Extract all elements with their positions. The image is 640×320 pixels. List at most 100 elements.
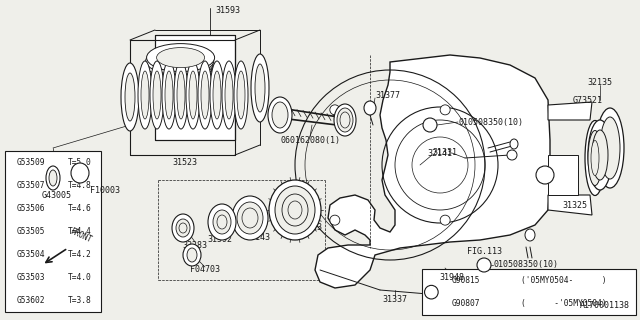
Ellipse shape — [237, 71, 245, 119]
Ellipse shape — [157, 48, 205, 68]
Polygon shape — [155, 35, 235, 140]
Ellipse shape — [588, 120, 612, 190]
Ellipse shape — [213, 71, 221, 119]
Ellipse shape — [282, 194, 308, 226]
Ellipse shape — [152, 64, 200, 84]
Ellipse shape — [151, 70, 199, 90]
Circle shape — [440, 105, 450, 115]
Ellipse shape — [269, 180, 321, 240]
Ellipse shape — [189, 71, 197, 119]
Text: FRONT: FRONT — [68, 227, 93, 245]
Circle shape — [536, 166, 554, 184]
Text: FIG.113: FIG.113 — [467, 247, 502, 257]
Text: 33143: 33143 — [246, 234, 271, 243]
Text: B: B — [428, 123, 432, 127]
Ellipse shape — [222, 61, 236, 129]
Text: 31592: 31592 — [207, 236, 232, 244]
Ellipse shape — [155, 54, 203, 74]
Circle shape — [330, 105, 340, 115]
Text: 33283: 33283 — [182, 241, 207, 250]
Ellipse shape — [234, 61, 248, 129]
Ellipse shape — [272, 102, 288, 128]
Text: B: B — [482, 262, 486, 268]
Text: 31948: 31948 — [440, 274, 465, 283]
Ellipse shape — [525, 229, 535, 241]
Ellipse shape — [176, 219, 190, 237]
Text: G53506: G53506 — [17, 204, 45, 213]
Ellipse shape — [242, 208, 258, 228]
Ellipse shape — [225, 71, 233, 119]
Text: T=4.2: T=4.2 — [67, 250, 92, 259]
Ellipse shape — [49, 170, 57, 186]
Ellipse shape — [177, 71, 185, 119]
Text: G53507: G53507 — [17, 181, 45, 190]
Ellipse shape — [288, 201, 302, 219]
Ellipse shape — [187, 248, 197, 262]
Text: T=3.8: T=3.8 — [67, 296, 92, 305]
Ellipse shape — [213, 210, 231, 234]
Polygon shape — [315, 55, 550, 288]
Text: ('05MY0504-      ): ('05MY0504- ) — [521, 276, 606, 285]
Ellipse shape — [340, 112, 350, 128]
Text: 32141: 32141 — [427, 148, 452, 157]
Ellipse shape — [585, 121, 605, 196]
Ellipse shape — [145, 50, 213, 78]
Ellipse shape — [153, 71, 161, 119]
Ellipse shape — [201, 71, 209, 119]
Text: (      -'05MY0504): ( -'05MY0504) — [521, 299, 606, 308]
Text: 010508350(10): 010508350(10) — [493, 260, 558, 269]
Ellipse shape — [210, 61, 224, 129]
Circle shape — [440, 215, 450, 225]
Ellipse shape — [251, 54, 269, 122]
Text: 32135: 32135 — [588, 77, 612, 86]
Ellipse shape — [255, 64, 265, 112]
Ellipse shape — [198, 61, 212, 129]
Text: 31325: 31325 — [563, 201, 588, 210]
Text: T=5.0: T=5.0 — [67, 158, 92, 167]
Text: F10003: F10003 — [90, 186, 120, 195]
Ellipse shape — [141, 71, 149, 119]
Ellipse shape — [147, 44, 214, 72]
Ellipse shape — [232, 196, 268, 240]
Text: T=4.4: T=4.4 — [67, 227, 92, 236]
Polygon shape — [548, 155, 578, 195]
Circle shape — [507, 150, 517, 160]
Text: 33123: 33123 — [298, 223, 323, 233]
Ellipse shape — [144, 53, 212, 81]
Text: G53505: G53505 — [17, 227, 45, 236]
Ellipse shape — [591, 140, 599, 175]
Text: 31331: 31331 — [432, 148, 457, 156]
Text: G53503: G53503 — [17, 273, 45, 282]
Ellipse shape — [588, 131, 602, 186]
Ellipse shape — [154, 57, 202, 77]
Ellipse shape — [154, 60, 202, 80]
Text: G90815: G90815 — [452, 276, 480, 285]
Ellipse shape — [146, 47, 214, 75]
Ellipse shape — [275, 186, 315, 234]
Text: 31593: 31593 — [215, 5, 240, 14]
Ellipse shape — [208, 204, 236, 240]
Ellipse shape — [510, 139, 518, 149]
Bar — [5, 151, 101, 312]
Text: 1: 1 — [543, 172, 547, 178]
Text: G53504: G53504 — [17, 250, 45, 259]
Text: 31377: 31377 — [375, 91, 400, 100]
Text: G90807: G90807 — [452, 299, 480, 308]
Ellipse shape — [150, 61, 164, 129]
Text: 31523: 31523 — [173, 157, 198, 166]
Ellipse shape — [143, 56, 211, 84]
Polygon shape — [548, 195, 592, 215]
Bar — [422, 269, 636, 315]
Text: G73521: G73521 — [573, 95, 603, 105]
Ellipse shape — [162, 61, 176, 129]
Ellipse shape — [121, 63, 139, 131]
Text: 060162080(1): 060162080(1) — [280, 135, 340, 145]
Circle shape — [424, 285, 438, 299]
Ellipse shape — [142, 63, 210, 91]
Text: T=4.8: T=4.8 — [67, 181, 92, 190]
Ellipse shape — [174, 61, 188, 129]
Circle shape — [477, 258, 491, 272]
Ellipse shape — [600, 117, 620, 179]
Ellipse shape — [152, 67, 200, 87]
Ellipse shape — [183, 244, 201, 266]
